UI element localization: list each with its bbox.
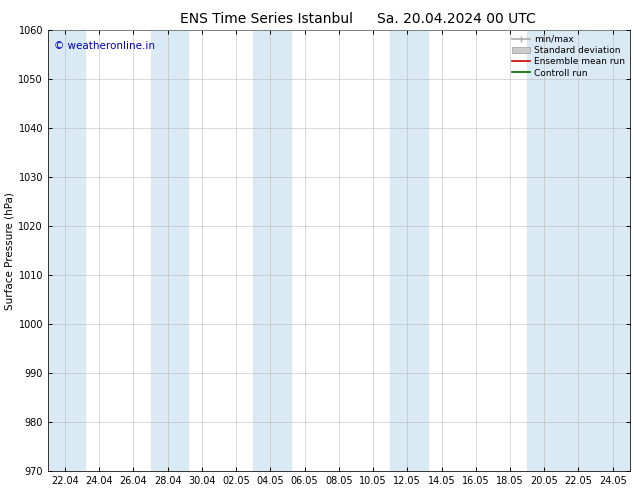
- Text: © weatheronline.in: © weatheronline.in: [54, 41, 155, 51]
- Bar: [48, 30, 86, 471]
- Bar: [253, 30, 291, 471]
- Y-axis label: Surface Pressure (hPa): Surface Pressure (hPa): [4, 192, 14, 310]
- Bar: [390, 30, 428, 471]
- Bar: [150, 30, 188, 471]
- Text: Sa. 20.04.2024 00 UTC: Sa. 20.04.2024 00 UTC: [377, 12, 536, 26]
- Bar: [527, 30, 630, 471]
- Legend: min/max, Standard deviation, Ensemble mean run, Controll run: min/max, Standard deviation, Ensemble me…: [509, 32, 628, 80]
- Text: ENS Time Series Istanbul: ENS Time Series Istanbul: [180, 12, 353, 26]
